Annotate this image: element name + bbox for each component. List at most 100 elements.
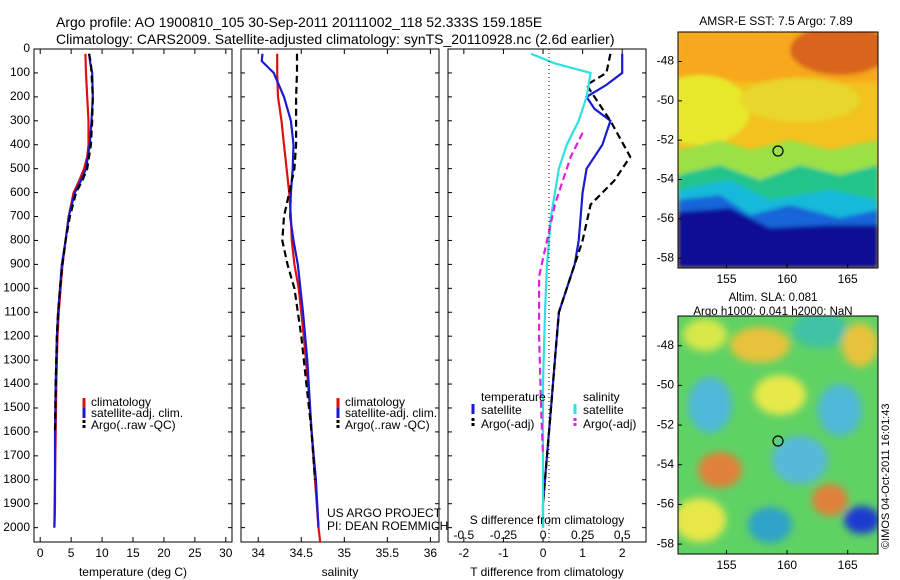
y-tick-label: 700 <box>10 209 30 223</box>
x-tick-label: 1 <box>579 546 586 560</box>
legend-climatology: climatology <box>345 395 405 409</box>
y-tick-label: 600 <box>10 185 30 199</box>
legend-satellite-adj: satellite-adj. clim. <box>91 406 183 420</box>
sst-map <box>678 32 878 268</box>
t-difference-axis-label: T difference from climatology <box>470 565 624 579</box>
x-tick-label: 160 <box>777 272 797 286</box>
temperature-legend: climatology satellite-adj. clim. Argo(..… <box>82 395 183 432</box>
difference-plot: -2 -1 0 1 2 -0.5 -0.25 0 0.25 0.5 <box>448 48 646 560</box>
y-tick-label: 1400 <box>3 376 30 390</box>
series-line-satellite <box>541 53 624 528</box>
legend-title-temperature: temperature <box>481 390 546 404</box>
sla-map-axes: 155 160 165 -48 -50 -52 -54 -56 -58 <box>657 338 858 572</box>
y-tick-label: -58 <box>657 250 675 264</box>
x-tick-label: 5 <box>68 546 75 560</box>
y-tick-label: 1100 <box>4 304 30 318</box>
x2-tick-label: 0.5 <box>614 528 631 542</box>
series-line-argo-adj <box>541 53 632 504</box>
x-tick-label: -2 <box>459 546 470 560</box>
y-tick-label: -56 <box>657 211 675 225</box>
s-difference-axis-label: S difference from climatology <box>470 513 625 527</box>
series-line-satellite-adj-clim <box>260 53 320 528</box>
legend-satellite-adj: satellite-adj. clim. <box>345 406 437 420</box>
y-tick-label: 1700 <box>3 448 30 462</box>
x-tick-label: 30 <box>219 546 233 560</box>
project-annotation: US ARGO PROJECT <box>327 506 442 520</box>
y-tick-label: -48 <box>657 54 675 68</box>
temperature-plot: 0 5 10 15 20 25 300100200300400500600700800900… <box>3 41 233 560</box>
sst-map-title: AMSR-E SST: 7.5 Argo: 7.89 <box>699 14 853 28</box>
x-tick-label: 35.5 <box>376 546 400 560</box>
salinity-legend: climatology satellite-adj. clim. Argo(..… <box>336 395 437 432</box>
x-tick-label: -1 <box>498 546 509 560</box>
x-tick-label: 34 <box>252 546 266 560</box>
x2-tick-label: 0 <box>540 528 547 542</box>
legend-s-satellite: satellite <box>583 403 624 417</box>
sst-map-axes: 155 160 165 -48 -50 -52 -54 -56 -58 <box>657 54 858 286</box>
argo-position-marker <box>772 145 784 157</box>
y-tick-label: 2000 <box>3 520 30 534</box>
salinity-plot: 34 34.5 35 35.5 36 <box>241 48 439 560</box>
y-tick-label: -58 <box>657 536 675 550</box>
x2-tick-label: -0.5 <box>453 528 474 542</box>
x-tick-label: 155 <box>716 272 736 286</box>
y-tick-label: 200 <box>10 89 30 103</box>
y-tick-label: 500 <box>10 161 30 175</box>
y-tick-label: 300 <box>10 113 30 127</box>
y-tick-label: -56 <box>657 497 675 511</box>
y-tick-label: 1200 <box>3 328 30 342</box>
series-line-argo-raw-qc <box>53 53 94 432</box>
salinity-panel-frame <box>240 48 440 543</box>
legend-s-argo: Argo(-adj) <box>583 417 636 431</box>
y-tick-label: -48 <box>657 338 675 352</box>
header-line1: Argo profile: AO 1900810_105 30-Sep-2011… <box>56 14 542 30</box>
x-tick-label: 34.5 <box>290 546 314 560</box>
legend-climatology: climatology <box>91 395 151 409</box>
y-tick-label: 1600 <box>3 424 30 438</box>
salinity-axis-label: salinity <box>322 565 359 579</box>
y-tick-label: 400 <box>10 137 30 151</box>
sla-map <box>678 316 878 554</box>
x-tick-label: 160 <box>777 558 797 572</box>
y-tick-label: -54 <box>657 457 675 471</box>
sla-map-subtitle: Argo h1000: 0.041 h2000: NaN <box>693 306 852 318</box>
y-tick-label: -50 <box>657 378 675 392</box>
y-tick-label: 1300 <box>3 352 30 366</box>
y-tick-label: 800 <box>10 233 30 247</box>
y-tick-label: 1000 <box>3 280 30 294</box>
x-tick-label: 10 <box>95 546 109 560</box>
y-tick-label: 1900 <box>3 496 30 510</box>
y-tick-label: -54 <box>657 172 675 186</box>
y-tick-label: 900 <box>10 257 30 271</box>
x-tick-label: 20 <box>157 546 171 560</box>
x-tick-label: 0 <box>540 546 547 560</box>
legend-title-salinity: salinity <box>583 390 620 404</box>
x-tick-label: 36 <box>424 546 438 560</box>
pi-annotation: PI: DEAN ROEMMICH <box>327 519 448 533</box>
series-line-satellite <box>530 52 592 528</box>
header-line2: Climatology: CARS2009. Satellite-adjuste… <box>56 31 614 47</box>
y-tick-label: 1800 <box>3 472 30 486</box>
x-tick-label: 165 <box>838 558 858 572</box>
x-tick-label: 165 <box>838 272 858 286</box>
legend-argo: Argo(..raw -QC) <box>91 418 176 432</box>
series-line-satellite-adj-clim <box>53 53 94 528</box>
y-tick-label: -52 <box>657 417 675 431</box>
x2-tick-label: -0.25 <box>490 528 518 542</box>
x-tick-label: 35 <box>338 546 352 560</box>
y-tick-label: -52 <box>657 132 675 146</box>
x-tick-label: 15 <box>126 546 140 560</box>
difference-panel-frame <box>447 48 647 543</box>
y-tick-label: -50 <box>657 93 675 107</box>
x-tick-label: 25 <box>188 546 202 560</box>
legend-t-satellite: satellite <box>481 403 522 417</box>
sla-map-title: Altim. SLA: 0.081 <box>729 292 818 304</box>
imos-credit: ©IMOS 04-Oct-2011 16:01:43 <box>880 404 892 549</box>
argo-position-marker <box>772 435 784 447</box>
x-tick-label: 0 <box>37 546 44 560</box>
y-tick-label: 1500 <box>3 400 30 414</box>
temperature-panel-frame <box>33 48 233 543</box>
difference-legend: temperature satellite Argo(-adj) salinit… <box>471 390 636 431</box>
x-tick-label: 155 <box>716 558 736 572</box>
